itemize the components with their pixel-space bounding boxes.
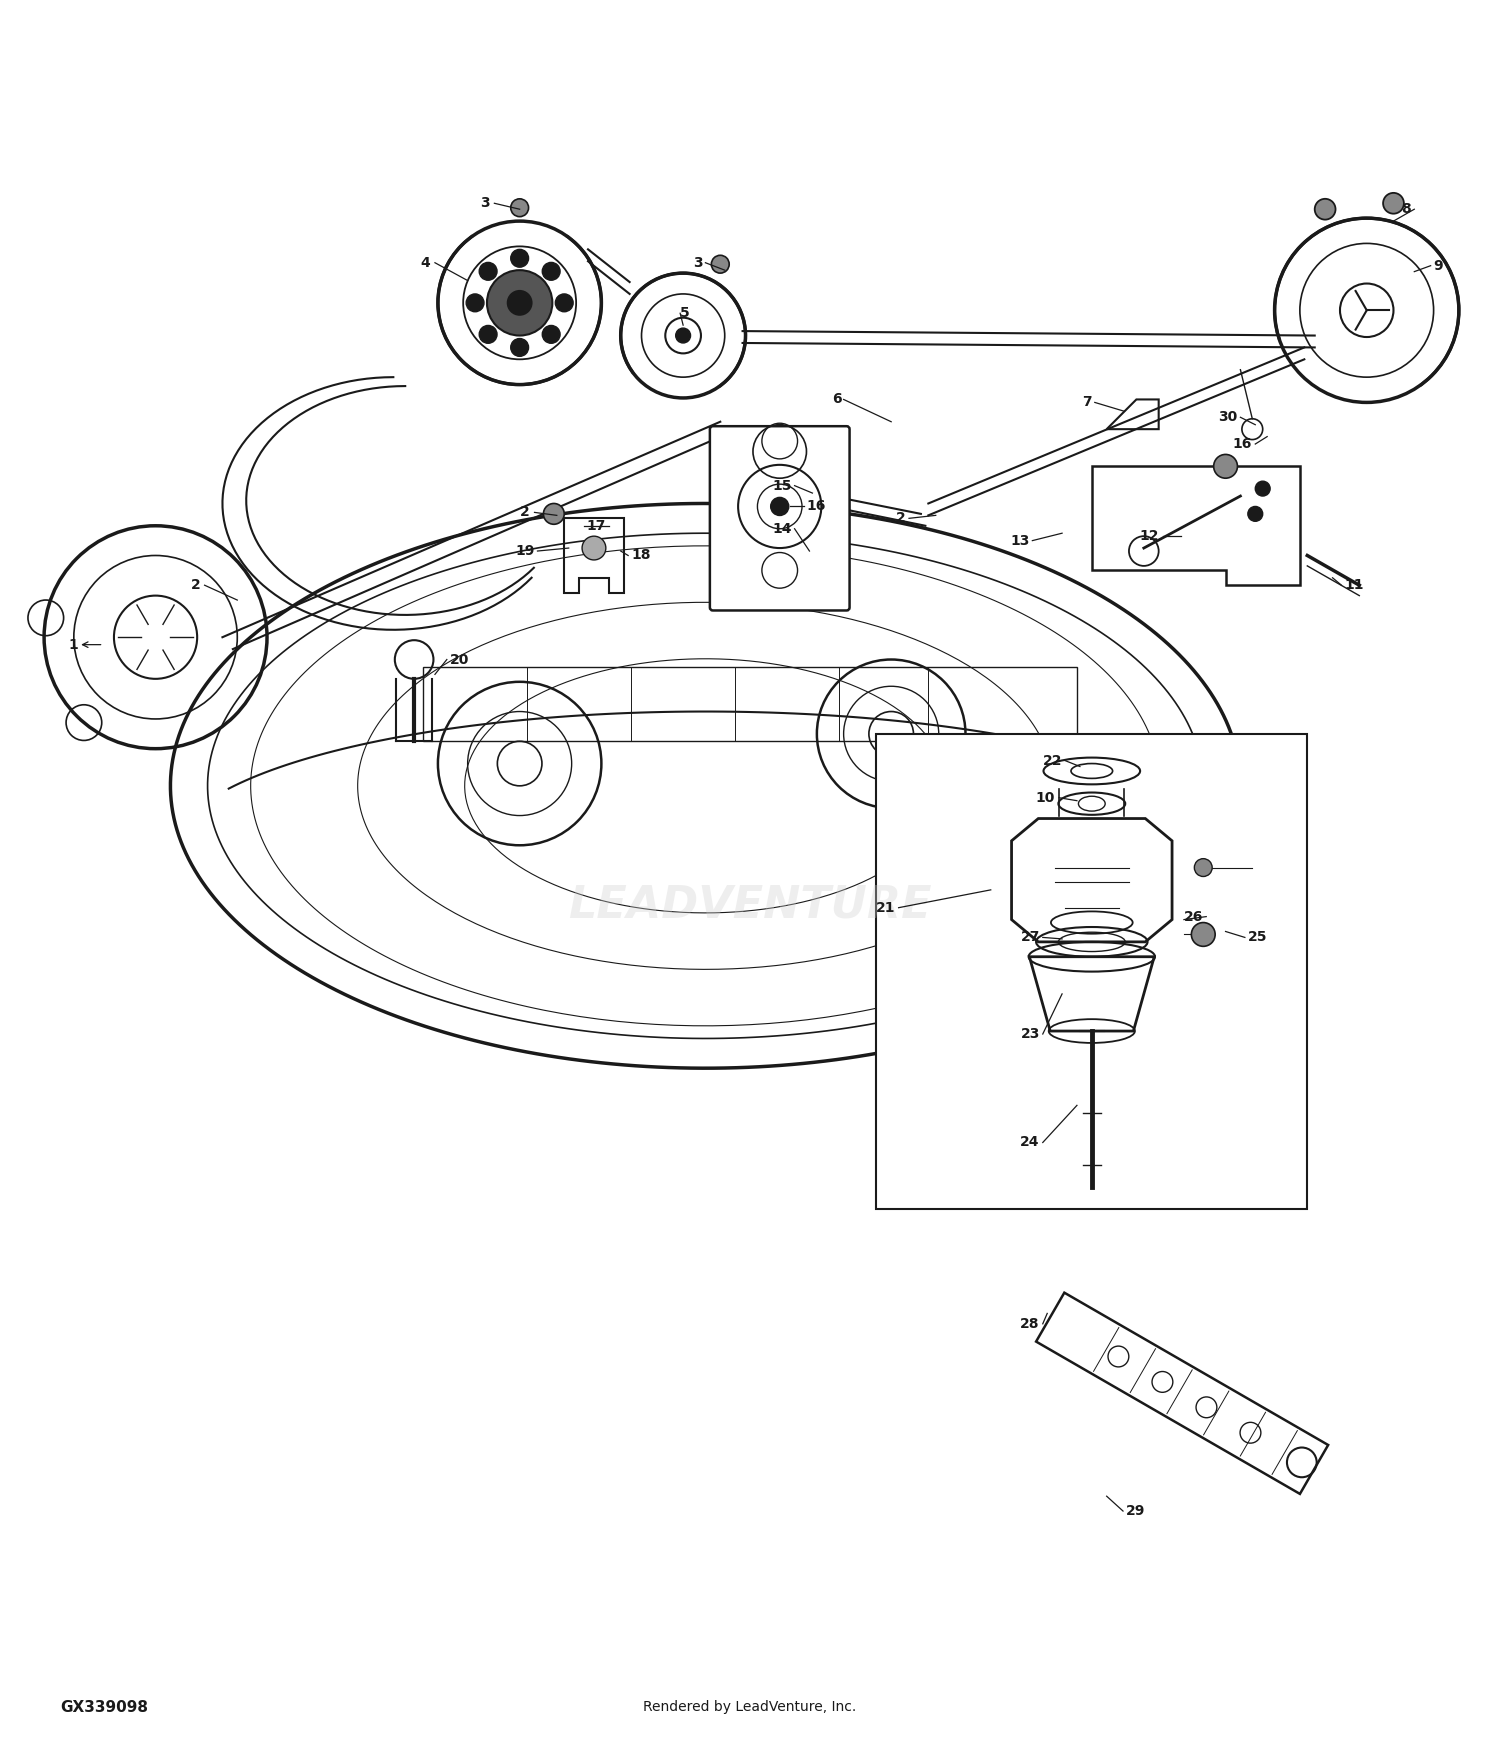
Text: 2: 2 [897, 511, 906, 525]
Circle shape [771, 497, 789, 514]
Circle shape [543, 326, 560, 343]
Circle shape [1314, 200, 1335, 220]
Text: 17: 17 [586, 518, 606, 532]
Circle shape [478, 262, 496, 280]
Circle shape [1108, 1346, 1130, 1367]
Text: 6: 6 [833, 392, 842, 406]
Text: 14: 14 [772, 522, 792, 536]
Text: 16: 16 [1233, 438, 1252, 452]
Circle shape [1256, 481, 1270, 495]
Text: 3: 3 [693, 255, 702, 270]
Circle shape [1383, 192, 1404, 214]
Text: 28: 28 [1020, 1316, 1040, 1330]
Text: 16: 16 [807, 499, 826, 513]
Circle shape [1214, 455, 1237, 478]
Circle shape [543, 262, 560, 280]
Text: 18: 18 [632, 548, 651, 562]
FancyBboxPatch shape [710, 427, 849, 611]
Text: 10: 10 [1035, 791, 1054, 805]
Circle shape [1196, 1396, 1216, 1418]
Text: 23: 23 [1020, 1027, 1040, 1041]
Text: 24: 24 [1020, 1136, 1040, 1150]
Text: 1: 1 [69, 637, 78, 651]
Text: 30: 30 [1218, 410, 1237, 423]
Text: 7: 7 [1082, 396, 1092, 410]
Text: 29: 29 [1126, 1503, 1146, 1517]
Circle shape [510, 200, 528, 217]
Circle shape [510, 338, 528, 357]
Circle shape [711, 255, 729, 273]
Text: 5: 5 [680, 306, 690, 320]
Text: 8: 8 [1401, 203, 1411, 217]
Circle shape [675, 327, 690, 343]
Text: 25: 25 [1248, 931, 1268, 945]
Text: 26: 26 [1184, 910, 1203, 924]
Circle shape [582, 536, 606, 560]
Text: 20: 20 [450, 653, 470, 667]
Text: 19: 19 [514, 544, 534, 558]
Text: 3: 3 [480, 196, 490, 210]
Circle shape [1191, 922, 1215, 947]
Text: 15: 15 [772, 480, 792, 494]
Circle shape [488, 270, 552, 336]
Text: 11: 11 [1344, 578, 1364, 592]
Circle shape [510, 248, 528, 268]
Circle shape [1248, 506, 1263, 522]
Text: Rendered by LeadVenture, Inc.: Rendered by LeadVenture, Inc. [644, 1701, 856, 1715]
Circle shape [1194, 859, 1212, 877]
Bar [876, 733, 1308, 1209]
Text: 4: 4 [420, 255, 430, 270]
Circle shape [509, 290, 531, 315]
Text: 2: 2 [520, 506, 530, 520]
Text: LEADVENTURE: LEADVENTURE [568, 884, 932, 926]
Text: 22: 22 [1042, 754, 1062, 768]
Circle shape [466, 294, 484, 311]
Text: 13: 13 [1010, 534, 1029, 548]
Text: 2: 2 [190, 578, 200, 592]
Text: 9: 9 [1434, 259, 1443, 273]
Circle shape [1240, 1423, 1262, 1444]
Circle shape [478, 326, 496, 343]
Text: 27: 27 [1020, 931, 1040, 945]
Text: GX339098: GX339098 [60, 1699, 148, 1715]
Circle shape [555, 294, 573, 311]
Text: 12: 12 [1138, 528, 1158, 542]
Circle shape [543, 504, 564, 525]
Circle shape [1152, 1372, 1173, 1393]
Text: 21: 21 [876, 901, 896, 915]
